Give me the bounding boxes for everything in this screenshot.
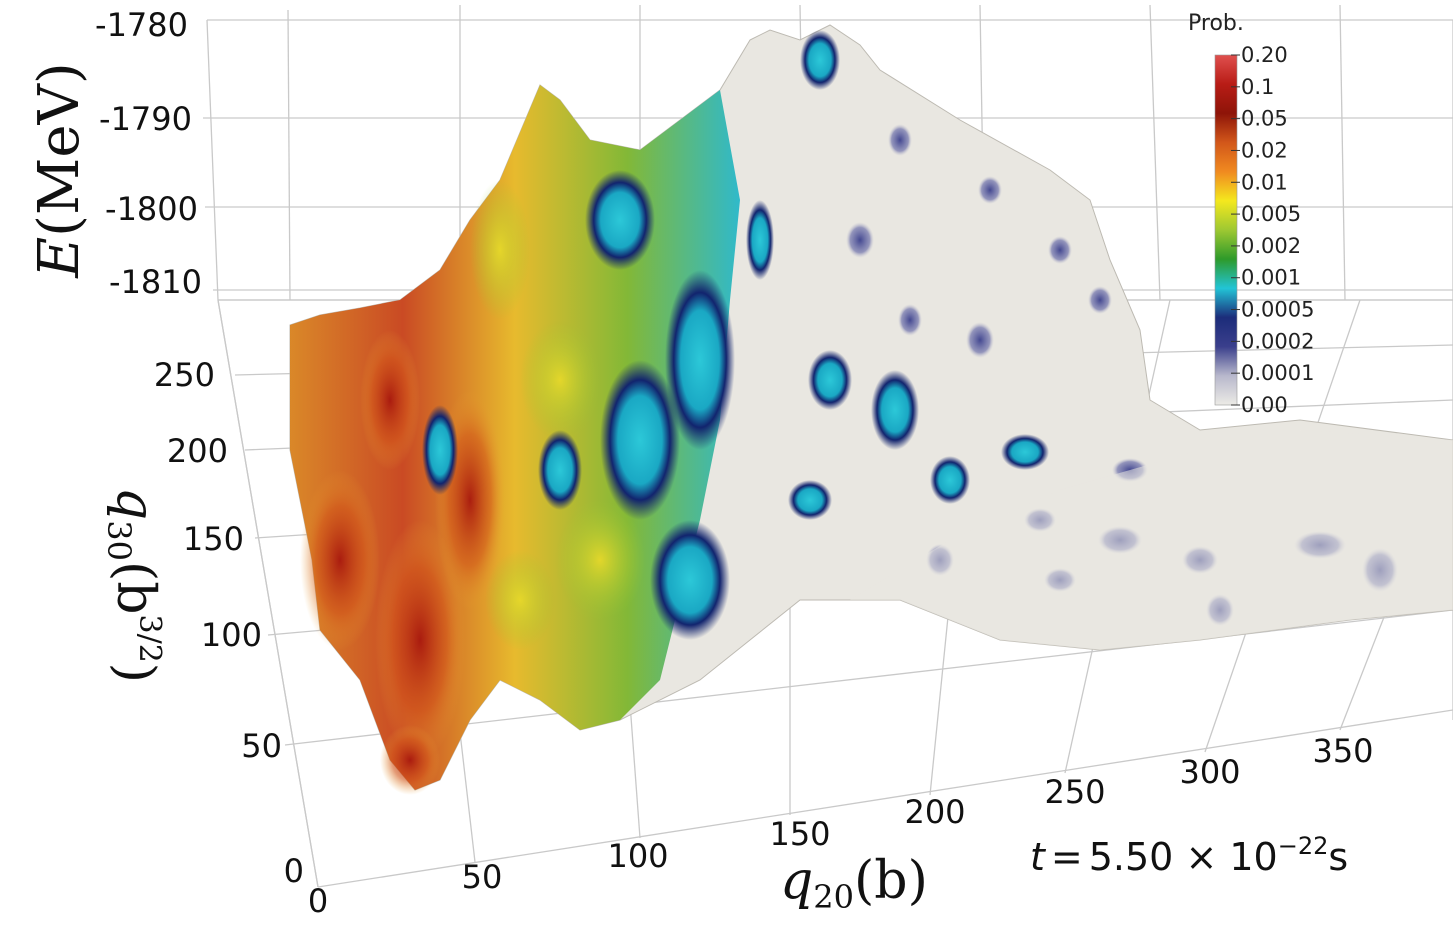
q20-tick-label: 250 — [1044, 773, 1105, 811]
svg-text:E(MeV): E(MeV) — [27, 62, 92, 279]
e-tick-label: -1800 — [105, 190, 198, 228]
colorbar-label: 0.02 — [1241, 138, 1288, 162]
energy-surface — [289, 24, 1453, 795]
q20-tick-label: 100 — [607, 837, 668, 875]
colorbar-label: 0.0005 — [1241, 298, 1314, 322]
e-axis-ticks: -1780 -1790 -1800 -1810 — [95, 6, 202, 301]
colorbar-label: 0.00 — [1241, 393, 1288, 417]
e-tick-label: -1810 — [109, 263, 202, 301]
colorbar-label: 0.01 — [1241, 170, 1288, 194]
colorbar-label: 0.005 — [1241, 202, 1301, 226]
colorbar-label: 0.20 — [1241, 43, 1288, 67]
colorbar-label: 0.1 — [1241, 75, 1274, 99]
q30-tick-label: 100 — [201, 616, 262, 654]
colorbar: Prob. 0.20 0.1 0.05 0.02 0.01 0.005 0.002 0.001… — [1188, 11, 1314, 417]
colorbar-bar — [1214, 54, 1238, 406]
colorbar-ticks: 0.20 0.1 0.05 0.02 0.01 0.005 0.002 0.001 0.0005… — [1231, 43, 1314, 417]
colorbar-label: 0.001 — [1241, 266, 1301, 290]
q30-tick-label: 50 — [241, 727, 282, 765]
svg-text:q30(b3/2): q30(b3/2) — [100, 487, 167, 683]
q20-axis-ticks: 0 50 100 150 200 250 300 350 — [308, 732, 1374, 920]
colorbar-label: 0.05 — [1241, 107, 1288, 131]
colorbar-label: 0.0002 — [1241, 329, 1314, 353]
q20-tick-label: 150 — [769, 815, 830, 853]
e-tick-label: -1780 — [95, 6, 188, 44]
q30-tick-label: 250 — [154, 356, 215, 394]
e-tick-label: -1790 — [99, 100, 192, 138]
e-axis-title: E(MeV) — [27, 62, 92, 279]
colorbar-label: 0.002 — [1241, 234, 1301, 258]
q30-tick-label: 200 — [167, 432, 228, 470]
q20-tick-label: 200 — [904, 793, 965, 831]
q30-axis-ticks: 250 200 150 100 50 0 — [154, 356, 304, 890]
q20-tick-label: 0 — [308, 882, 328, 920]
q20-tick-label: 300 — [1179, 753, 1240, 791]
q20-axis-title: q20(b) — [780, 851, 928, 916]
colorbar-label: 0.0001 — [1241, 361, 1314, 385]
q30-axis-title: q30(b3/2) — [100, 487, 167, 683]
q20-tick-label: 350 — [1312, 732, 1373, 770]
time-label: t = 5.50 × 10−22s — [1030, 832, 1348, 879]
q30-tick-label: 150 — [183, 520, 244, 558]
colorbar-title: Prob. — [1188, 11, 1244, 36]
q30-tick-label: 0 — [284, 852, 304, 890]
q20-tick-label: 50 — [462, 858, 503, 896]
